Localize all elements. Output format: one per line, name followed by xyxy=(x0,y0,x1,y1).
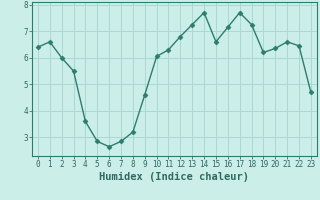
X-axis label: Humidex (Indice chaleur): Humidex (Indice chaleur) xyxy=(100,172,249,182)
